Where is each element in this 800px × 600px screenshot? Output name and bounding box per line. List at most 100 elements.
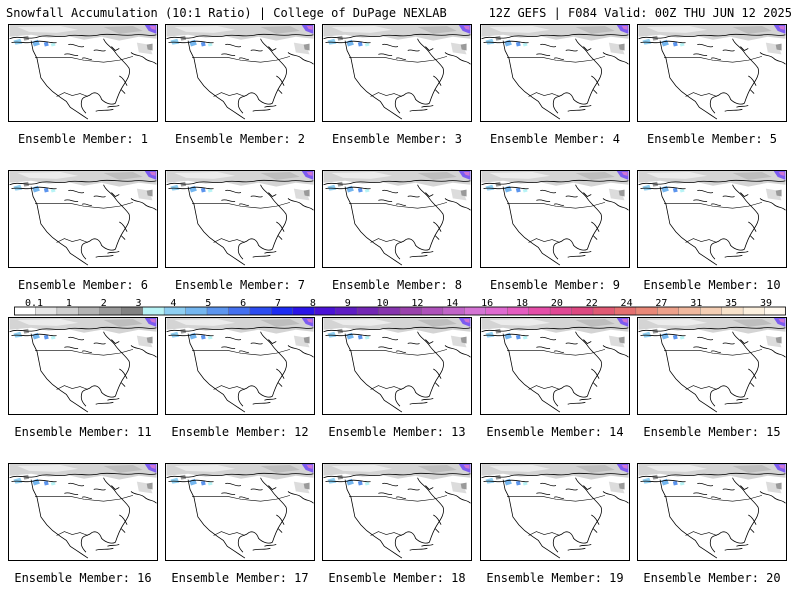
colorbar-tick-label: 4	[170, 298, 176, 309]
colorbar-tick-label: 31	[690, 298, 702, 309]
political-borders	[192, 349, 291, 390]
colorbar-tick-label: 12	[411, 298, 423, 309]
snowfall-map	[8, 170, 158, 268]
coastlines	[481, 326, 629, 413]
colorbar-tick-label: 1	[66, 298, 72, 309]
coastlines	[166, 326, 314, 413]
ensemble-member-panel: Ensemble Member: 10	[637, 170, 787, 292]
model-run-info: 12Z GEFS | F084 Valid: 00Z THU JUN 12 20…	[488, 6, 792, 20]
snowfall-map	[165, 317, 315, 415]
snowfall-shading	[638, 171, 786, 201]
ensemble-member-panel: Ensemble Member: 5	[637, 24, 787, 146]
snowfall-shading	[638, 464, 786, 494]
colorbar-tick-label: 16	[481, 298, 493, 309]
colorbar-svg: 0.1 1 2 3 4 5 6 7 8 9 10 12 14 16 18 20 22 24 27 31 35 39	[14, 298, 786, 316]
political-borders	[664, 56, 763, 97]
political-borders	[664, 202, 763, 243]
political-borders	[349, 495, 448, 536]
colorbar-tick-label: 27	[655, 298, 667, 309]
snowfall-map	[637, 24, 787, 122]
ensemble-member-label: Ensemble Member: 14	[486, 425, 624, 439]
snowfall-shading	[481, 171, 629, 201]
colorbar-tick-label: 2	[101, 298, 107, 309]
colorbar-tick-label: 8	[310, 298, 316, 309]
ensemble-member-panel: Ensemble Member: 17	[165, 463, 315, 585]
colorbar-tick-label: 0.1	[25, 298, 43, 309]
coastlines	[166, 179, 314, 266]
snowfall-map	[637, 170, 787, 268]
ensemble-member-panel: Ensemble Member: 20	[637, 463, 787, 585]
snowfall-map	[8, 317, 158, 415]
snowfall-shading	[481, 464, 629, 494]
coastlines	[323, 179, 471, 266]
snowfall-shading	[323, 464, 471, 494]
snowfall-shading	[638, 25, 786, 55]
political-borders	[35, 495, 134, 536]
ensemble-member-panel: Ensemble Member: 7	[165, 170, 315, 292]
political-borders	[507, 495, 606, 536]
coastlines	[323, 472, 471, 559]
ensemble-member-label: Ensemble Member: 8	[331, 278, 463, 292]
snowfall-map	[8, 463, 158, 561]
colorbar-swatch	[314, 306, 337, 316]
coastlines	[481, 179, 629, 266]
ensemble-member-label: Ensemble Member: 18	[328, 571, 466, 585]
ensemble-member-panel: Ensemble Member: 11	[8, 317, 158, 439]
ensemble-member-panel: Ensemble Member: 6	[8, 170, 158, 292]
political-borders	[192, 56, 291, 97]
ensemble-member-panel: Ensemble Member: 16	[8, 463, 158, 585]
political-borders	[349, 202, 448, 243]
ensemble-member-panel: Ensemble Member: 19	[480, 463, 630, 585]
ensemble-member-label: Ensemble Member: 13	[328, 425, 466, 439]
colorbar-swatch	[528, 306, 551, 316]
ensemble-member-label: Ensemble Member: 20	[643, 571, 781, 585]
political-borders	[35, 349, 134, 390]
coastlines	[9, 472, 157, 559]
ensemble-member-label: Ensemble Member: 2	[174, 132, 306, 146]
political-borders	[192, 202, 291, 243]
ensemble-member-label: Ensemble Member: 19	[486, 571, 624, 585]
snowfall-shading	[481, 318, 629, 348]
colorbar-tick-label: 9	[345, 298, 351, 309]
ensemble-member-label: Ensemble Member: 16	[14, 571, 152, 585]
colorbar-tick-label: 7	[275, 298, 281, 309]
snowfall-shading	[166, 171, 314, 201]
political-borders	[35, 202, 134, 243]
snowfall-shading	[9, 25, 157, 55]
snowfall-shading	[9, 171, 157, 201]
coastlines	[9, 179, 157, 266]
political-borders	[664, 495, 763, 536]
colorbar-swatch	[249, 306, 273, 316]
ensemble-member-panel: Ensemble Member: 1	[8, 24, 158, 146]
snowfall-shading	[323, 25, 471, 55]
colorbar-tick-label: 5	[205, 298, 211, 309]
ensemble-member-panel: Ensemble Member: 18	[322, 463, 472, 585]
ensemble-member-panel: Ensemble Member: 2	[165, 24, 315, 146]
ensemble-member-label: Ensemble Member: 1	[17, 132, 149, 146]
coastlines	[638, 326, 786, 413]
colorbar-tick-label: 18	[516, 298, 528, 309]
coastlines	[481, 472, 629, 559]
colorbar-tick-label: 35	[725, 298, 737, 309]
snowfall-map	[165, 170, 315, 268]
colorbar-swatch	[142, 306, 165, 316]
colorbar-outline	[14, 306, 786, 316]
political-borders	[192, 495, 291, 536]
snowfall-map	[322, 463, 472, 561]
coastlines	[9, 33, 157, 120]
snowfall-shading	[9, 318, 157, 348]
snowfall-map	[165, 463, 315, 561]
colorbar-tick-label: 6	[240, 298, 246, 309]
coastlines	[323, 326, 471, 413]
colorbar-swatch	[700, 306, 723, 316]
snowfall-shading	[166, 25, 314, 55]
colorbar-legend: 0.1 1 2 3 4 5 6 7 8 9 10 12 14 16 18 20 22 24 27 31 35 39	[14, 297, 786, 317]
political-borders	[349, 56, 448, 97]
political-borders	[507, 56, 606, 97]
snowfall-shading	[166, 318, 314, 348]
ensemble-member-panel: Ensemble Member: 4	[480, 24, 630, 146]
political-borders	[35, 56, 134, 97]
snowfall-map	[322, 317, 472, 415]
ensemble-member-label: Ensemble Member: 3	[331, 132, 463, 146]
ensemble-member-panel: Ensemble Member: 3	[322, 24, 472, 146]
